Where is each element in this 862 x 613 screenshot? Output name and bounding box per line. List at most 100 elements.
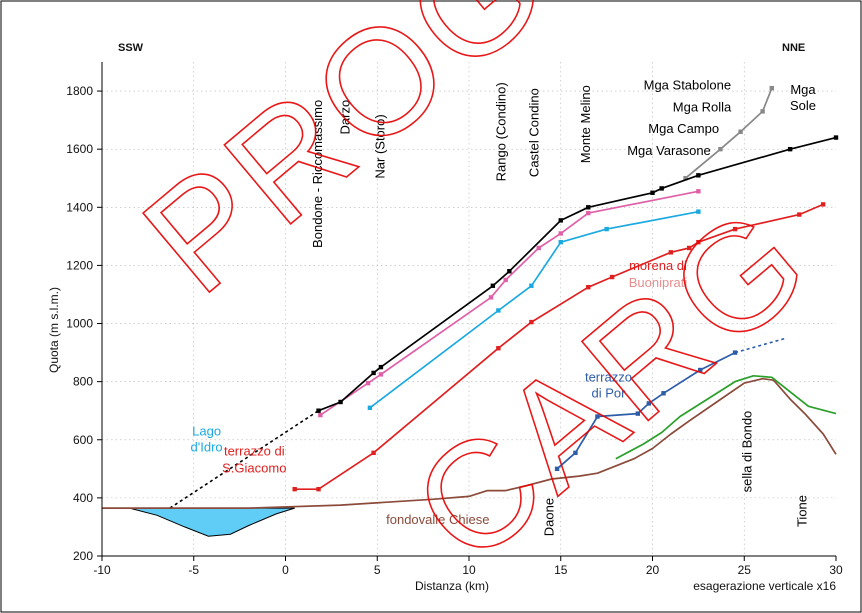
annotation-label: Buoniprati: [629, 275, 688, 290]
data-point-black: [490, 283, 496, 288]
annotation-label: Castel Condino: [527, 88, 542, 177]
x-tick-label: 30: [829, 563, 843, 577]
series-layer: [102, 85, 839, 509]
data-point-black: [507, 269, 512, 274]
watermark: PROGETTOCARG: [112, 0, 862, 595]
data-point-pink: [318, 412, 323, 418]
annotation-label: Nar (Storo): [373, 114, 388, 178]
data-point-red: [371, 450, 376, 456]
data-point-black: [338, 399, 343, 405]
data-point-red: [797, 212, 802, 217]
data-point-gray: [738, 129, 743, 134]
data-point-blue: [646, 401, 652, 406]
y-tick-label: 1000: [66, 317, 93, 331]
x-axis-label: Distanza (km): [415, 579, 489, 593]
x-tick-label: 5: [374, 563, 381, 577]
y-tick-label: 1200: [66, 258, 93, 272]
y-axis-label: Quota (m s.l.m.): [47, 287, 61, 373]
annotation-label: S.Giacomo: [222, 460, 286, 475]
annotation-label: sella di Bondo: [740, 411, 755, 493]
data-point-cyan: [558, 239, 563, 245]
annotation-label: terrazzo: [585, 370, 632, 385]
data-point-blue: [661, 391, 666, 396]
data-point-red: [292, 486, 297, 492]
annotation-label: terrazzo di: [224, 444, 285, 459]
dashed-segment-blue: [734, 337, 787, 354]
annotation-label: Mga Campo: [648, 121, 719, 136]
x-tick-label: 0: [282, 563, 289, 577]
y-tick-label: 1400: [66, 200, 93, 214]
y-tick-label: 200: [73, 549, 93, 563]
annotation-label: Darzo: [338, 100, 353, 135]
data-point-black: [787, 146, 793, 152]
axes: -10 -5 0 5 10 15 20 25 30 200 400 600 800 1000 1200 140…: [66, 62, 843, 577]
data-point-pink: [586, 210, 591, 216]
data-point-cyan: [529, 283, 534, 288]
series-line-brown: [102, 377, 837, 509]
data-point-black: [558, 218, 563, 223]
data-point-blue: [635, 411, 641, 416]
data-point-black: [371, 370, 376, 376]
x-tick-label: 20: [646, 563, 660, 577]
data-point-red: [586, 285, 591, 290]
data-point-red: [609, 274, 615, 280]
annotation-label: Rango (Condino): [494, 82, 509, 181]
direction-right: NNE: [782, 42, 805, 54]
data-point-black: [378, 364, 384, 370]
data-point-cyan: [604, 226, 609, 232]
x-tick-label: -10: [93, 563, 111, 577]
data-point-pink: [558, 231, 563, 236]
data-point-cyan: [696, 209, 701, 214]
grid: [102, 62, 836, 556]
annotation-label: Mga: [790, 82, 816, 97]
watermark-word-2: CARG: [383, 172, 841, 595]
data-point-red: [668, 250, 674, 255]
x-tick-label: 25: [738, 563, 752, 577]
data-point-black: [316, 408, 321, 413]
annotation-label: Tione: [795, 495, 810, 527]
data-point-gray: [683, 176, 688, 181]
lake-shape: [129, 507, 295, 537]
y-tick-label: 1600: [66, 142, 93, 156]
data-point-blue: [698, 367, 703, 373]
series-line-cyan: [369, 210, 699, 409]
annotation-label: morena di: [629, 258, 687, 273]
data-point-cyan: [367, 405, 373, 410]
data-point-pink: [503, 277, 508, 283]
y-tick-label: 400: [73, 491, 93, 505]
data-point-red: [732, 226, 738, 232]
data-point-blue: [732, 350, 738, 355]
y-tick-label: 1800: [66, 84, 93, 98]
data-point-pink: [365, 380, 371, 386]
data-point-black: [696, 173, 701, 178]
data-point-red: [496, 346, 501, 351]
data-point-black: [586, 205, 591, 210]
annotation-label: Mga Rolla: [673, 99, 732, 114]
data-point-cyan: [496, 308, 501, 313]
data-point-gray: [769, 85, 774, 91]
data-point-blue: [554, 466, 560, 472]
x-tick-label: -5: [188, 563, 199, 577]
data-point-black: [833, 135, 839, 140]
data-point-blue: [573, 450, 578, 456]
lake-layer: [129, 507, 295, 537]
data-point-red: [529, 319, 534, 325]
data-point-black: [659, 186, 664, 191]
annotation-label: Mga Stabolone: [644, 78, 731, 93]
annotation-label: Monte Melino: [578, 85, 593, 163]
annotation-label: di Por: [591, 386, 626, 401]
data-point-blue: [595, 414, 600, 419]
direction-left: SSW: [118, 42, 144, 54]
y-tick-label: 600: [73, 433, 93, 447]
data-point-gray: [718, 146, 723, 152]
annotation-label: Daone: [541, 498, 556, 536]
data-point-black: [650, 190, 655, 195]
annotation-label: Sole: [790, 98, 816, 113]
annotation-label: d'Idro: [191, 439, 223, 454]
data-point-pink: [536, 245, 541, 251]
annotation-label: Lago: [192, 423, 221, 438]
annotation-label: fondovalle Chiese: [386, 512, 489, 527]
data-point-pink: [488, 295, 494, 300]
